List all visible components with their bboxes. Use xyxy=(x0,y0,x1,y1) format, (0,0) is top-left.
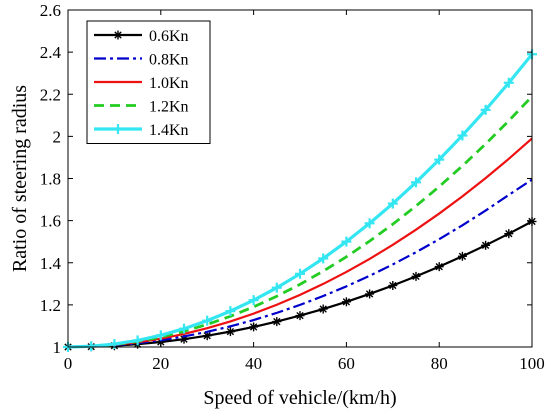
marker-stroke xyxy=(342,298,351,306)
data-point-1.4Kn xyxy=(434,154,445,165)
legend-marker-1.4Kn xyxy=(113,124,123,134)
data-point-0.6Kn xyxy=(411,271,421,281)
data-point-1.4Kn xyxy=(480,104,491,115)
y-tick-label: 1.6 xyxy=(40,212,61,231)
x-tick-label: 60 xyxy=(338,354,355,373)
marker-stroke xyxy=(273,317,281,326)
data-point-1.4Kn xyxy=(86,341,97,352)
marker-stroke xyxy=(114,31,122,39)
x-tick-label: 80 xyxy=(431,354,448,373)
data-point-0.6Kn xyxy=(249,322,259,332)
marker-stroke xyxy=(435,262,443,271)
data-point-1.4Kn xyxy=(318,253,329,264)
marker-stroke xyxy=(319,305,327,313)
marker-stroke xyxy=(296,311,304,320)
y-tick-label: 2.6 xyxy=(40,1,61,20)
data-point-0.6Kn xyxy=(272,317,282,327)
data-point-1.4Kn xyxy=(503,77,514,88)
data-point-1.4Kn xyxy=(411,177,421,188)
data-point-1.4Kn xyxy=(271,282,282,293)
marker-stroke xyxy=(458,252,467,260)
data-point-0.6Kn xyxy=(341,297,351,307)
legend-label: 0.8Kn xyxy=(149,52,189,69)
data-point-1.4Kn xyxy=(457,130,468,141)
data-point-1.4Kn xyxy=(295,268,305,279)
data-point-1.4Kn xyxy=(109,339,120,350)
data-point-0.6Kn xyxy=(365,289,375,299)
marker-stroke xyxy=(412,272,420,281)
axes: 0 20 40 60 80 100 1 1.2 1.4 1.6 1.8 2 2.2 2.4 2.6 xyxy=(40,1,545,373)
series-line-1.0Kn xyxy=(67,137,533,349)
legend-label: 1.2Kn xyxy=(149,99,189,116)
y-tick-label: 1.8 xyxy=(40,170,61,189)
plot-area xyxy=(63,49,537,352)
y-axis-label: Ratio of steering radius xyxy=(9,85,31,272)
legend: 0.6Kn 0.8Kn 1.0Kn 1.2Kn 1.4Kn xyxy=(86,20,211,144)
data-point-0.6Kn xyxy=(457,251,467,261)
series-line-1.2Kn xyxy=(67,95,534,349)
data-point-0.6Kn xyxy=(481,240,491,250)
legend-marker-0.6Kn xyxy=(113,30,123,40)
legend-label: 1.0Kn xyxy=(149,75,189,92)
marker-stroke xyxy=(481,241,490,249)
y-tick-label: 1.4 xyxy=(40,254,62,273)
legend-label: 0.6Kn xyxy=(149,28,189,45)
y-tick-label: 2.2 xyxy=(40,85,61,104)
y-tick-label: 1.2 xyxy=(40,296,61,315)
marker-stroke xyxy=(365,290,374,298)
x-tick-label: 0 xyxy=(64,354,73,373)
data-point-0.6Kn xyxy=(388,280,398,290)
x-axis-label: Speed of vehicle/(km/h) xyxy=(203,387,396,409)
data-point-0.6Kn xyxy=(504,229,514,239)
data-point-1.4Kn xyxy=(202,315,213,326)
data-point-1.4Kn xyxy=(179,323,189,334)
y-tick-label: 2.4 xyxy=(40,43,62,62)
marker-stroke xyxy=(226,327,235,336)
marker-stroke xyxy=(389,281,397,290)
data-point-1.4Kn xyxy=(132,335,143,346)
data-point-0.6Kn xyxy=(225,327,235,337)
marker-stroke xyxy=(203,332,211,340)
series-line-0.8Kn xyxy=(67,178,533,349)
marker-stroke xyxy=(505,230,513,238)
legend-label: 1.4Kn xyxy=(149,122,189,139)
x-tick-label: 100 xyxy=(519,354,545,373)
y-tick-label: 2 xyxy=(53,127,62,146)
data-point-0.6Kn xyxy=(295,311,305,321)
data-point-1.4Kn xyxy=(248,295,259,306)
x-tick-label: 40 xyxy=(245,354,262,373)
data-point-0.6Kn xyxy=(434,262,444,272)
data-point-1.4Kn xyxy=(341,236,352,247)
data-point-1.4Kn xyxy=(364,218,375,229)
data-point-1.4Kn xyxy=(225,306,236,317)
data-point-1.4Kn xyxy=(155,330,166,341)
data-point-1.4Kn xyxy=(387,198,398,209)
x-tick-label: 20 xyxy=(152,354,169,373)
data-point-0.6Kn xyxy=(318,304,328,314)
marker-stroke xyxy=(249,323,258,331)
y-tick-label: 1 xyxy=(53,338,62,357)
